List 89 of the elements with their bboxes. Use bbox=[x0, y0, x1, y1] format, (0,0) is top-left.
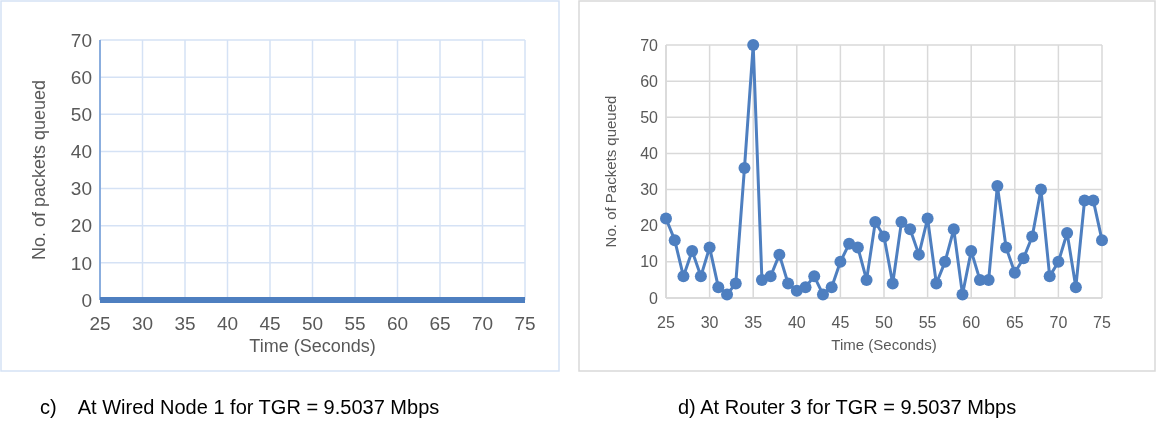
point bbox=[703, 241, 716, 254]
y-tick-label: 70 bbox=[70, 29, 92, 51]
point bbox=[825, 281, 838, 294]
x-tick-label: 65 bbox=[1005, 314, 1024, 331]
y-tick-label: 30 bbox=[640, 181, 659, 199]
x-tick-label: 60 bbox=[386, 313, 409, 334]
point bbox=[947, 223, 960, 236]
point bbox=[956, 288, 969, 301]
point bbox=[668, 234, 681, 247]
x-tick-label: 30 bbox=[131, 313, 154, 334]
y-axis-title: No. of packets queued bbox=[29, 79, 49, 261]
point bbox=[869, 216, 882, 229]
point bbox=[747, 39, 760, 51]
point bbox=[991, 179, 1004, 192]
x-tick-label: 30 bbox=[700, 314, 719, 331]
point bbox=[860, 273, 873, 286]
point bbox=[808, 270, 821, 283]
x-tick-label: 45 bbox=[259, 313, 281, 334]
x-tick-label: 25 bbox=[657, 314, 675, 331]
point bbox=[965, 245, 978, 258]
x-tick-label: 55 bbox=[344, 313, 366, 334]
point bbox=[1096, 234, 1108, 247]
y-tick-label: 70 bbox=[640, 36, 659, 54]
text: c) At Wired Node 1 for TGR = 9.5037 Mbps bbox=[40, 396, 440, 418]
point bbox=[1034, 183, 1047, 196]
point bbox=[1043, 270, 1056, 283]
y-tick-label: 40 bbox=[640, 145, 659, 163]
point bbox=[1069, 281, 1082, 294]
y-tick-label: 60 bbox=[640, 72, 659, 90]
y-tick-label: 30 bbox=[70, 178, 92, 200]
point bbox=[1087, 194, 1100, 207]
point bbox=[851, 241, 864, 254]
x-tick-label: 70 bbox=[471, 313, 494, 334]
x-tick-label: 60 bbox=[962, 314, 981, 331]
x-axis-title: Time (Seconds) bbox=[831, 336, 937, 353]
point bbox=[1017, 252, 1030, 265]
y-tick-label: 20 bbox=[70, 215, 92, 237]
y-tick-label: 60 bbox=[70, 66, 92, 88]
y-tick-label: 10 bbox=[70, 252, 92, 274]
point bbox=[921, 212, 934, 225]
x-tick-label: 75 bbox=[514, 313, 536, 334]
point bbox=[799, 281, 812, 294]
point bbox=[1026, 230, 1039, 243]
point bbox=[939, 255, 952, 268]
y-tick-label: 10 bbox=[640, 253, 659, 271]
x-tick-label: 40 bbox=[787, 314, 806, 331]
x-tick-label: 65 bbox=[429, 313, 451, 334]
point bbox=[816, 288, 829, 301]
x-tick-label: 50 bbox=[301, 313, 324, 334]
x-tick-label: 35 bbox=[174, 313, 196, 334]
x-tick-label: 25 bbox=[89, 313, 111, 334]
y-axis-title: No. of Packets queued bbox=[602, 95, 619, 248]
text: d) At Router 3 for TGR = 9.5037 Mbps bbox=[678, 396, 1017, 418]
x-axis-title: Time (Seconds) bbox=[249, 336, 376, 356]
point bbox=[686, 245, 699, 258]
point bbox=[738, 161, 751, 174]
point bbox=[677, 270, 690, 283]
x-tick-label: 70 bbox=[1049, 314, 1068, 331]
x-tick-label: 55 bbox=[918, 314, 937, 331]
point bbox=[1061, 226, 1074, 239]
x-tick-label: 50 bbox=[875, 314, 893, 331]
point bbox=[721, 288, 734, 301]
y-tick-label: 50 bbox=[640, 108, 659, 126]
point bbox=[886, 277, 899, 290]
point bbox=[729, 277, 742, 290]
point bbox=[1000, 241, 1013, 254]
point bbox=[904, 223, 917, 236]
point bbox=[912, 248, 925, 261]
point bbox=[930, 277, 943, 290]
point bbox=[782, 277, 795, 290]
point bbox=[895, 216, 908, 229]
x-tick-label: 35 bbox=[744, 314, 763, 331]
point bbox=[712, 281, 725, 294]
point bbox=[834, 255, 847, 268]
point bbox=[773, 248, 786, 261]
point bbox=[694, 270, 707, 283]
y-tick-label: 40 bbox=[70, 141, 92, 163]
point bbox=[764, 270, 777, 283]
x-tick-label: 75 bbox=[1093, 314, 1111, 331]
y-tick-label: 0 bbox=[81, 289, 92, 311]
y-tick-label: 50 bbox=[70, 103, 92, 125]
x-tick-label: 45 bbox=[831, 314, 850, 331]
point bbox=[1008, 266, 1021, 279]
point bbox=[878, 230, 890, 243]
point bbox=[1052, 255, 1065, 268]
point bbox=[660, 212, 672, 225]
y-tick-label: 20 bbox=[640, 217, 659, 235]
x-tick-label: 40 bbox=[216, 313, 239, 334]
y-tick-label: 0 bbox=[649, 289, 659, 307]
